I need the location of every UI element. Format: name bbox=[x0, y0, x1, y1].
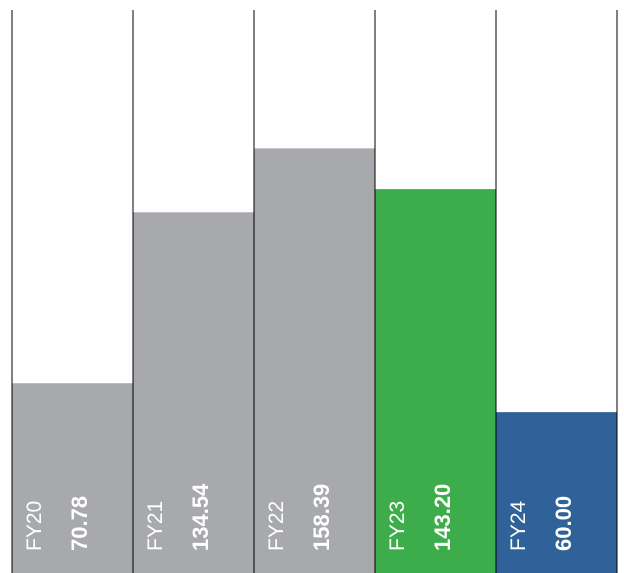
value-label: 134.54 bbox=[188, 483, 213, 551]
category-label: FY24 bbox=[507, 500, 530, 551]
dividers-group bbox=[11, 10, 618, 573]
bar-fy20 bbox=[12, 383, 133, 573]
value-label: 70.78 bbox=[67, 496, 92, 551]
bar-fy21 bbox=[133, 212, 254, 573]
value-label: 60.00 bbox=[551, 496, 576, 551]
category-label: FY20 bbox=[23, 501, 46, 551]
value-label: 158.39 bbox=[309, 484, 334, 551]
category-label: FY22 bbox=[265, 501, 288, 551]
bar-fy23 bbox=[375, 189, 496, 573]
labels-group: FY20 70.78 FY21 134.54 FY22 158.39 FY23 143.20 F… bbox=[23, 483, 576, 551]
bar-fy24 bbox=[496, 412, 617, 573]
value-label: 143.20 bbox=[430, 484, 455, 551]
bars-group bbox=[12, 148, 617, 573]
category-label: FY21 bbox=[144, 501, 167, 551]
bar-fy22 bbox=[254, 148, 375, 573]
category-label: FY23 bbox=[386, 501, 409, 551]
